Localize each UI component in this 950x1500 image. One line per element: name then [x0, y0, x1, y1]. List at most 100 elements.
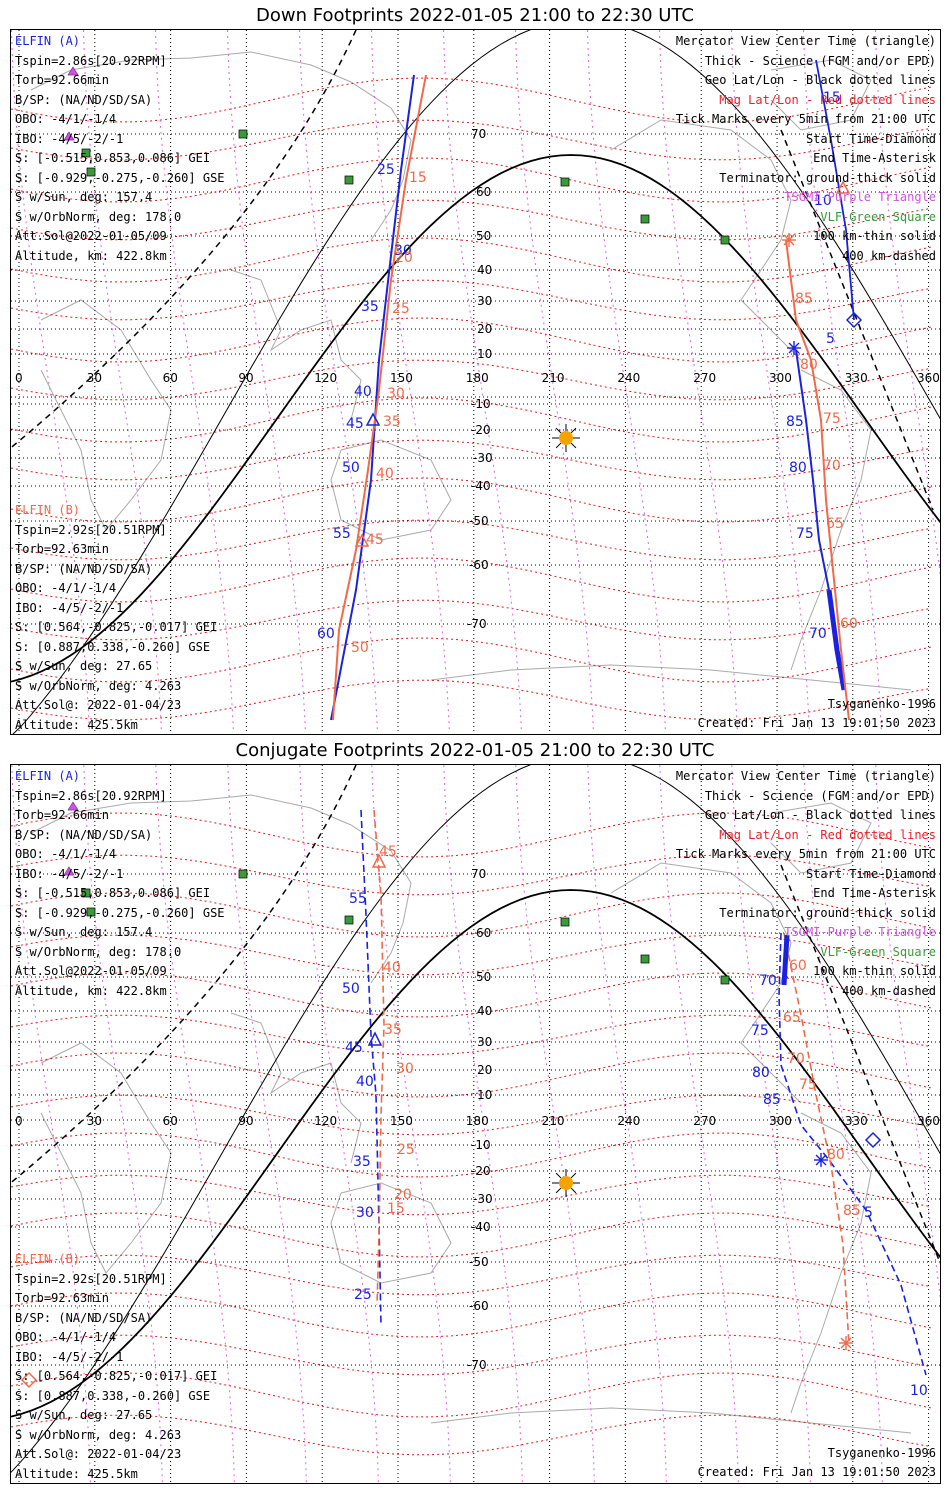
legend-item: 400 km-dashed: [842, 983, 936, 998]
elfin-b-time-label: 35: [383, 414, 401, 430]
elfin-a-line: Torb=92.66min: [15, 808, 109, 822]
elfin-b-time-label: 70: [787, 1051, 805, 1067]
lat-tick-label: -60: [469, 558, 489, 572]
end-asterisk-icon: [815, 1154, 827, 1166]
coastline: [230, 269, 362, 421]
coastline: [770, 802, 872, 874]
mag-longitude-line: [587, 765, 667, 1483]
mag-latitude-line: [11, 1052, 932, 1098]
elfin-a-line: B/SP: (NA/ND/SD/SA): [15, 827, 153, 842]
elfin-b-line: IBO: -4/5/-2/-1: [15, 600, 124, 615]
elfin-a-line: S: [-0.929,-0.275,-0.260] GSE: [15, 905, 225, 920]
mag-longitude-line: [299, 765, 379, 1483]
legend-item: 400 km-dashed: [842, 248, 936, 263]
mag-longitude-line: [371, 765, 451, 1483]
sun-disc: [559, 1176, 573, 1190]
axis-tick-labels: 0 30 60 90 120 150 180 210 240 270 300 330 360706050…: [15, 867, 940, 1372]
elfin-b-line: S w/Sun, deg: 27.65: [15, 659, 153, 673]
elfin-b-time-label: 85: [843, 1203, 861, 1219]
satellite-tracks: [20, 809, 927, 1389]
sun-ray: [570, 1187, 577, 1194]
elfin-a-time-label: 35: [353, 1154, 371, 1170]
lat-tick-label: 20: [477, 1063, 492, 1077]
mag-longitude-line: [659, 765, 739, 1483]
elfin-a-line: S w/Sun, deg: 157.4: [15, 190, 153, 204]
elfin-a-science-track: [826, 589, 847, 691]
elfin-b-line: Att.Sol@: 2022-01-04/23: [15, 1447, 182, 1461]
elfin-a-line: S w/OrbNorm, deg: 178.0: [15, 209, 182, 224]
mag-longitude-line: [443, 765, 523, 1483]
elfin-b-label: ELFIN (B): [15, 1252, 81, 1266]
elfin-a-line: Tspin=2.86s[20.92RPM]: [15, 788, 167, 803]
lon-tick-label: 330: [845, 371, 868, 385]
mag-latitude-line: [11, 557, 932, 603]
sun-ray: [570, 442, 577, 449]
elfin-a-track: [815, 59, 855, 321]
elfin-b-time-label: 80: [827, 1147, 845, 1163]
mag-longitude-line: [731, 765, 811, 1483]
lat-tick-label: 60: [476, 926, 491, 940]
mag-longitude-line: [11, 765, 91, 1483]
lon-tick-label: 210: [542, 371, 565, 385]
elfin-b-time-label: 25: [397, 1142, 415, 1158]
elfin-a-time-label: 50: [342, 981, 360, 997]
vlf-station-icon: [560, 177, 570, 187]
elfin-a-time-label: 5: [826, 331, 835, 347]
elfin-b-line: OBO: -4/1/-1/4: [15, 581, 117, 595]
elfin-b-label: ELFIN (B): [15, 503, 81, 517]
terminator-lines: [11, 765, 940, 1473]
lat-tick-label: 10: [477, 1088, 492, 1102]
legend-item: Terminator: ground-thick solid: [719, 905, 936, 920]
lat-tick-label: 70: [471, 127, 486, 141]
lat-tick-label: 50: [476, 970, 491, 984]
tsgmi-triangle-icon: [63, 131, 75, 141]
mag-latitude-line: [11, 1292, 932, 1338]
elfin-a-time-label: 50: [342, 460, 360, 476]
elfin-b-line: Att.Sol@: 2022-01-04/23: [15, 698, 182, 712]
geo-grid: [11, 765, 940, 1483]
elfin-a-line: Altitude, km: 422.8km: [15, 248, 167, 263]
tsgmi-triangle-icon: [67, 801, 79, 811]
lon-tick-label: 120: [314, 371, 337, 385]
elfin-b-time-label: 60: [789, 958, 807, 974]
start-diamond-icon: [845, 311, 863, 329]
elfin-b-time-label: 20: [395, 250, 413, 266]
mag-latitude-line: [11, 637, 932, 683]
vlf-station-icon: [238, 129, 248, 139]
view-center-triangle-icon: [371, 853, 387, 868]
elfin-a-time-label: 15: [823, 90, 841, 106]
lat-tick-label: -30: [473, 1192, 493, 1206]
elfin-b-time-label: 65: [783, 1010, 801, 1026]
legend-item: Geo Lat/Lon - Black dotted lines: [704, 808, 936, 822]
view-center-triangle-icon: [365, 412, 381, 426]
elfin-b-time-label: 75: [799, 1077, 817, 1093]
lat-tick-label: 30: [477, 294, 492, 308]
elfin-a-line: OBO: -4/1/-1/4: [15, 847, 117, 861]
sun-ray: [555, 1172, 562, 1179]
lat-tick-label: -40: [471, 479, 491, 493]
end-asterisk-icon: [840, 1337, 852, 1349]
legend-item: Mercator View Center Time (triangle): [675, 769, 936, 783]
lon-tick-label: 210: [542, 1114, 565, 1128]
mag-longitude-line: [227, 765, 307, 1483]
mag-latitude-line: [11, 1174, 932, 1216]
elfin-b-time-label: 80: [800, 357, 818, 373]
elfin-a-time-label: 60: [317, 626, 335, 642]
track-time-labels: 5 10 15 25 30 35 40 45 50 55 60 70 75 80 85 15 20 25 30 35 4…: [317, 90, 858, 656]
elfin-b-line: S: [0.887,0.338,-0.260] GSE: [15, 1388, 211, 1403]
legend-item: Terminator: ground-thick solid: [719, 170, 936, 185]
elfin-b-time-label: 50: [351, 640, 369, 656]
mag-latitude-line: [11, 157, 932, 203]
elfin-b-line: Torb=92.63min: [15, 1291, 109, 1305]
tsgmi-triangle-icon: [63, 866, 75, 876]
legend-item: Thick - Science (FGM and/or EPD): [704, 53, 936, 68]
start-diamond-icon: [20, 1371, 38, 1389]
geo-grid: [11, 30, 940, 734]
vlf-station-icon: [344, 175, 354, 185]
lat-tick-label: -10: [471, 1138, 491, 1152]
vlf-station-icon: [560, 917, 570, 927]
vlf-station-icon: [238, 869, 248, 879]
conjugate-footprints-panel: 0 30 60 90 120 150 180 210 240 270 300 330 360 70 60 50…: [10, 764, 941, 1484]
elfin-b-time-label: 15: [387, 1201, 405, 1217]
view-center-triangle-icon: [354, 533, 370, 547]
